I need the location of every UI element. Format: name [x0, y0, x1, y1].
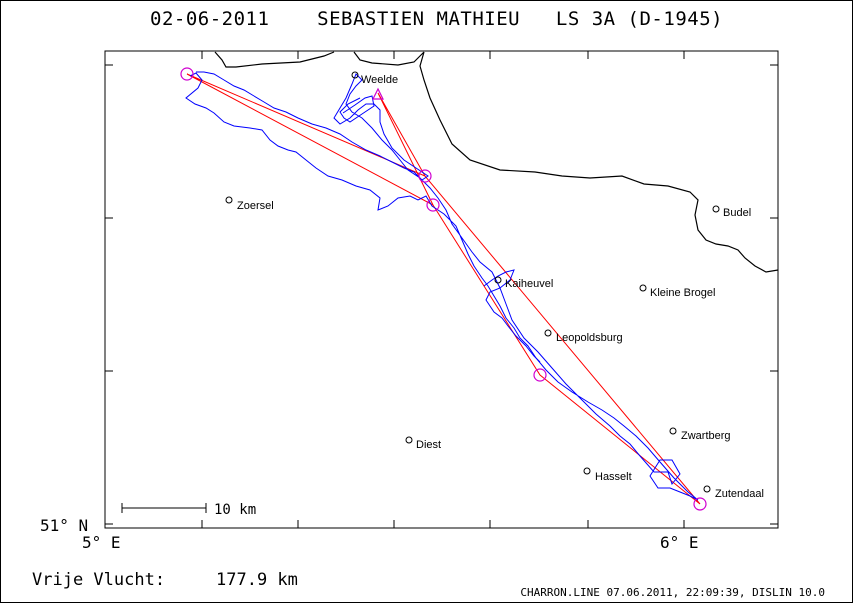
turnpoint-finish [693, 497, 707, 511]
marker-diest [405, 436, 413, 444]
marker-weelde [351, 71, 359, 79]
marker-zoersel [225, 196, 233, 204]
start-triangle [372, 87, 384, 100]
city-label-zoersel: Zoersel [237, 200, 274, 212]
city-label-leopoldsburg: Leopoldsburg [556, 332, 623, 344]
turnpoints [180, 67, 707, 511]
footer-credit: CHARRON.LINE 07.06.2011, 22:09:39, DISLI… [520, 586, 825, 599]
city-label-hasselt: Hasselt [595, 471, 632, 483]
city-label-zwartberg: Zwartberg [681, 430, 731, 442]
city-label-kleine-brogel: Kleine Brogel [650, 287, 715, 299]
tick-marks [105, 51, 778, 528]
flight-title: 02-06-2011 SEBASTIEN MATHIEU LS 3A (D-19… [150, 8, 724, 30]
flight-track-thermal [339, 95, 375, 123]
turnpoint-3 [426, 198, 440, 212]
plot-frame [104, 50, 779, 529]
turnpoint-2 [418, 169, 432, 183]
longitude-label-5e: 5° E [82, 533, 121, 552]
marker-leopoldsburg [544, 329, 552, 337]
city-label-weelde: Weelde [361, 74, 398, 86]
turnpoint-start [180, 67, 194, 81]
marker-budel [712, 205, 720, 213]
city-label-diest: Diest [416, 439, 441, 451]
distance-label: Vrije Vlucht: [32, 570, 166, 590]
scale-bar-label: 10 km [214, 502, 256, 518]
city-label-zutendaal: Zutendaal [715, 488, 764, 500]
latitude-label: 51° N [40, 516, 88, 535]
task-leg-weelde [377, 92, 434, 206]
national-border [214, 51, 779, 273]
marker-kaiheuvel [494, 276, 502, 284]
scale-bar [121, 503, 207, 513]
turnpoint-4 [533, 368, 547, 382]
marker-kleine-brogel [639, 284, 647, 292]
marker-zwartberg [669, 427, 677, 435]
flight-track-wiggle [483, 269, 541, 363]
distance-value: 177.9 km [216, 570, 298, 590]
marker-hasselt [583, 467, 591, 475]
marker-zutendaal [703, 485, 711, 493]
city-label-budel: Budel [723, 207, 751, 219]
flight-track [185, 71, 699, 501]
task-route [186, 73, 701, 505]
longitude-label-6e: 6° E [660, 533, 699, 552]
city-markers [225, 71, 720, 493]
city-label-kaiheuvel: Kaiheuvel [505, 278, 553, 290]
